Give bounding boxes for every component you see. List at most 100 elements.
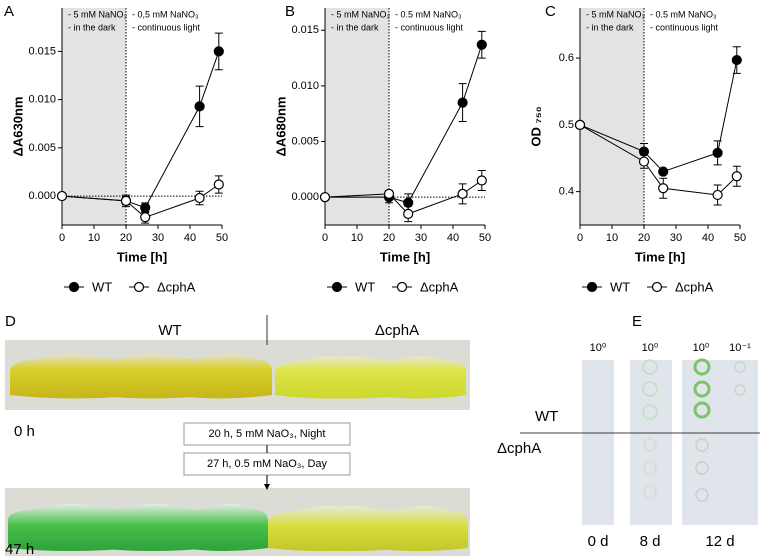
legend-marker bbox=[331, 281, 343, 293]
y-axis-label: ΔA630nm bbox=[10, 97, 25, 157]
x-tick-label: 30 bbox=[152, 232, 164, 244]
x-tick-label: 40 bbox=[447, 232, 459, 244]
day-label: 8 d bbox=[640, 533, 661, 550]
annotation: - 0.5 mM NaNO₃ bbox=[650, 9, 717, 19]
flasks-47h bbox=[8, 504, 468, 551]
data-point bbox=[319, 192, 331, 203]
legend-marker bbox=[396, 281, 408, 293]
panel-label: D bbox=[5, 313, 16, 330]
day-label: 12 d bbox=[705, 533, 734, 550]
y-tick-label: 0.000 bbox=[291, 191, 319, 203]
x-tick-label: 20 bbox=[638, 232, 650, 244]
y-tick-label: 0.015 bbox=[291, 24, 319, 36]
legend-marker bbox=[68, 281, 80, 293]
annotation: - in the dark bbox=[331, 22, 379, 32]
x-tick-label: 30 bbox=[415, 232, 427, 244]
dilution-label: 10⁰ bbox=[642, 342, 659, 354]
y-axis-label: OD ₇₅₀ bbox=[528, 106, 543, 146]
dilution-label: 10⁻¹ bbox=[729, 342, 751, 354]
x-tick-label: 50 bbox=[479, 232, 491, 244]
shaded-region bbox=[325, 8, 389, 225]
data-point bbox=[476, 175, 487, 186]
spots bbox=[642, 358, 746, 502]
y-tick-label: 0.010 bbox=[291, 80, 319, 92]
data-point bbox=[731, 171, 742, 182]
annotation: - continuous light bbox=[650, 22, 719, 32]
data-point bbox=[712, 147, 723, 158]
x-tick-label: 10 bbox=[606, 232, 618, 244]
data-point bbox=[658, 166, 669, 177]
step-label: 27 h, 0.5 mM NaO₃, Day bbox=[207, 458, 328, 470]
annotation: - 0.5 mM NaNO₃ bbox=[395, 9, 462, 19]
annotation: - 5 mM NaNO₃ bbox=[331, 9, 391, 19]
x-tick-label: 20 bbox=[383, 232, 395, 244]
x-tick-label: 0 bbox=[577, 232, 583, 244]
x-axis-label: Time [h] bbox=[117, 249, 167, 264]
data-point bbox=[120, 195, 132, 206]
shaded-region bbox=[580, 8, 644, 225]
x-tick-label: 50 bbox=[734, 232, 746, 244]
panel-label: E bbox=[632, 313, 642, 330]
data-point bbox=[574, 119, 586, 130]
legend-label: WT bbox=[355, 279, 375, 294]
x-axis-label: Time [h] bbox=[380, 249, 430, 264]
annotation: - continuous light bbox=[132, 22, 201, 32]
data-point bbox=[476, 39, 487, 50]
annotation: - in the dark bbox=[68, 22, 116, 32]
legend-label: ΔcphA bbox=[157, 279, 196, 294]
y-tick-label: 0.000 bbox=[28, 190, 56, 202]
data-point bbox=[712, 189, 723, 201]
data-point bbox=[194, 101, 205, 112]
legend-marker bbox=[586, 281, 598, 293]
data-point bbox=[140, 202, 151, 213]
data-point bbox=[731, 54, 742, 66]
row-label: ΔcphA bbox=[497, 440, 541, 457]
data-point bbox=[457, 188, 468, 199]
dilution-label: 10⁰ bbox=[590, 342, 607, 354]
day-label: 0 d bbox=[588, 533, 609, 550]
legend-marker bbox=[133, 281, 145, 293]
step-label: 20 h, 5 mM NaO₃, Night bbox=[209, 428, 326, 440]
x-tick-label: 40 bbox=[702, 232, 714, 244]
panel-label: C bbox=[545, 3, 556, 20]
x-tick-label: 10 bbox=[88, 232, 100, 244]
y-tick-label: 0.4 bbox=[559, 186, 574, 198]
x-tick-label: 30 bbox=[670, 232, 682, 244]
group-label: WT bbox=[158, 322, 181, 339]
annotation: - continuous light bbox=[395, 22, 464, 32]
y-tick-label: 0.015 bbox=[28, 45, 56, 57]
strip bbox=[630, 360, 672, 525]
x-tick-label: 50 bbox=[216, 232, 228, 244]
x-axis-label: Time [h] bbox=[635, 249, 685, 264]
x-tick-label: 10 bbox=[351, 232, 363, 244]
time-label: 0 h bbox=[14, 423, 35, 440]
dilution-label: 10⁰ bbox=[693, 342, 710, 354]
data-point bbox=[638, 156, 650, 167]
y-tick-label: 0.5 bbox=[559, 119, 574, 131]
y-tick-label: 0.010 bbox=[28, 94, 56, 106]
annotation: - in the dark bbox=[586, 22, 634, 32]
data-point bbox=[213, 179, 224, 190]
x-tick-label: 0 bbox=[59, 232, 65, 244]
x-tick-label: 40 bbox=[184, 232, 196, 244]
annotation: - 5 mM NaNO₃ bbox=[586, 9, 646, 19]
legend-label: ΔcphA bbox=[420, 279, 459, 294]
data-point bbox=[383, 188, 395, 199]
y-tick-label: 0.005 bbox=[28, 142, 56, 154]
flasks-0h bbox=[10, 354, 466, 399]
y-axis-label: ΔA680nm bbox=[273, 97, 288, 157]
x-tick-label: 20 bbox=[120, 232, 132, 244]
shaded-region bbox=[62, 8, 126, 225]
data-point bbox=[140, 212, 151, 223]
y-tick-label: 0.005 bbox=[291, 135, 319, 147]
data-point bbox=[213, 46, 224, 57]
time-label: 47 h bbox=[5, 541, 34, 558]
panel-label: B bbox=[285, 3, 295, 20]
data-point bbox=[457, 97, 468, 108]
legend-label: WT bbox=[610, 279, 630, 294]
data-point bbox=[658, 183, 669, 194]
group-label: ΔcphA bbox=[375, 322, 419, 339]
data-point bbox=[194, 192, 205, 204]
